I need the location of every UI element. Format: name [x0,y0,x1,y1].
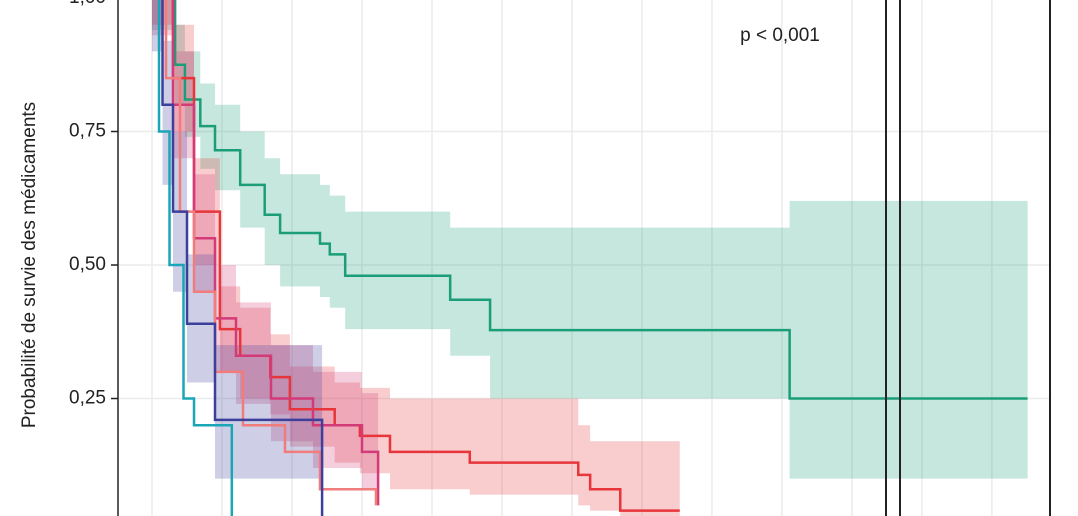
confidence-band [152,0,323,516]
survival-curve [157,0,234,516]
annotation: p < 0,001 [740,25,820,46]
survival-curve [171,0,380,506]
survival-curve [173,0,1028,400]
confidence-band [152,0,379,516]
y-axis-title: Probabilité de survie des médicaments [19,102,40,428]
y-tick-label: 0,25 [69,388,106,409]
y-tick-label: 1,00 [69,0,106,8]
y-tick-label: 0,50 [69,254,106,275]
plot-area [118,0,1050,516]
y-tick-label: 0,75 [69,121,106,142]
confidence-band [152,0,1028,479]
confidence-band [152,0,680,516]
survival-curve [161,0,324,516]
survival-curve [171,0,680,512]
